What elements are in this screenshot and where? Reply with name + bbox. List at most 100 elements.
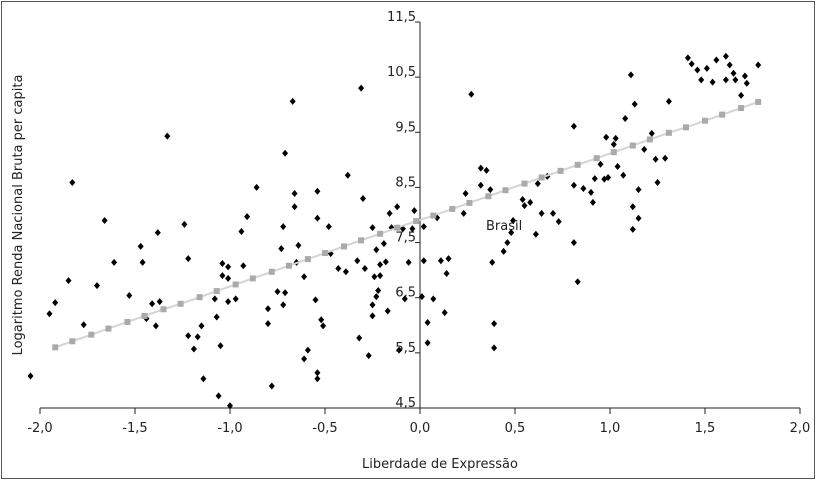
data-point bbox=[289, 97, 296, 105]
data-point bbox=[570, 239, 577, 247]
data-point bbox=[627, 71, 634, 79]
data-point bbox=[280, 301, 287, 309]
data-point bbox=[219, 272, 226, 280]
fit-point bbox=[358, 237, 365, 244]
data-point bbox=[291, 189, 298, 197]
data-point bbox=[405, 258, 412, 266]
data-point bbox=[185, 255, 192, 263]
data-point bbox=[225, 274, 232, 282]
data-point bbox=[312, 296, 319, 304]
fit-point bbox=[538, 174, 545, 181]
data-point bbox=[441, 309, 448, 317]
y-axis-label: Logaritmo Renda Nacional Bruta per capit… bbox=[11, 75, 26, 356]
data-point bbox=[382, 258, 389, 266]
data-point bbox=[635, 214, 642, 222]
data-point bbox=[629, 203, 636, 211]
data-point bbox=[291, 203, 298, 211]
data-point bbox=[411, 207, 418, 215]
data-point bbox=[227, 402, 233, 410]
data-point bbox=[365, 352, 372, 360]
data-point bbox=[418, 293, 425, 301]
fit-line bbox=[54, 101, 759, 349]
fit-point bbox=[665, 129, 672, 136]
fit-point bbox=[69, 338, 76, 345]
data-point bbox=[335, 264, 342, 272]
fit-point bbox=[196, 294, 203, 301]
data-point bbox=[325, 223, 332, 231]
data-point bbox=[139, 258, 146, 266]
data-point bbox=[722, 76, 729, 84]
data-point bbox=[126, 292, 133, 300]
x-tick-label: 1,0 bbox=[600, 421, 621, 436]
x-tick-label: 1,5 bbox=[695, 421, 716, 436]
data-point bbox=[430, 295, 437, 303]
data-point bbox=[688, 60, 695, 68]
data-point bbox=[491, 344, 498, 352]
data-point bbox=[603, 133, 610, 141]
frame bbox=[1, 1, 815, 479]
data-point bbox=[580, 185, 587, 193]
data-point bbox=[282, 149, 289, 157]
data-point bbox=[265, 305, 271, 313]
data-point bbox=[519, 196, 526, 204]
data-point bbox=[314, 187, 321, 195]
data-point bbox=[111, 258, 118, 266]
data-point bbox=[477, 164, 484, 172]
data-point bbox=[375, 287, 382, 295]
data-point bbox=[301, 355, 308, 363]
data-point bbox=[588, 188, 594, 196]
data-point bbox=[698, 76, 705, 84]
y-tick-label: 7,5 bbox=[395, 231, 416, 246]
data-point bbox=[755, 61, 762, 69]
data-point bbox=[194, 333, 201, 341]
data-point bbox=[225, 298, 232, 306]
data-point bbox=[318, 316, 325, 324]
data-point bbox=[342, 268, 349, 276]
fit-point bbox=[285, 262, 292, 269]
fit-point bbox=[413, 218, 420, 225]
data-point bbox=[181, 220, 188, 228]
data-point bbox=[219, 260, 226, 268]
data-point bbox=[709, 78, 716, 86]
data-point bbox=[713, 56, 720, 64]
data-point bbox=[591, 175, 598, 183]
data-point bbox=[278, 245, 285, 253]
fit-point bbox=[557, 167, 564, 174]
data-point bbox=[198, 322, 205, 330]
data-point bbox=[213, 313, 220, 321]
annotation: Brasil bbox=[486, 219, 522, 234]
data-point bbox=[200, 375, 207, 383]
x-tick-label: -2,0 bbox=[27, 421, 52, 436]
data-point bbox=[635, 186, 642, 194]
fit-point bbox=[646, 136, 653, 143]
data-point bbox=[101, 217, 108, 225]
fit-point bbox=[466, 199, 473, 206]
fit-point bbox=[124, 318, 131, 325]
data-point bbox=[373, 293, 380, 301]
data-point bbox=[373, 246, 380, 254]
data-point bbox=[314, 214, 321, 222]
data-point bbox=[460, 209, 467, 217]
data-point bbox=[532, 230, 539, 238]
data-point bbox=[703, 64, 710, 72]
data-point bbox=[612, 134, 619, 142]
fit-point bbox=[719, 111, 726, 118]
fit-point bbox=[683, 124, 689, 131]
fit-point bbox=[268, 268, 275, 275]
fit-point bbox=[232, 281, 239, 288]
y-tick-label: 10,5 bbox=[387, 65, 416, 80]
data-point bbox=[268, 382, 275, 390]
fit-point bbox=[610, 149, 617, 156]
fit-point bbox=[502, 187, 509, 194]
data-point bbox=[304, 346, 311, 354]
fit-point bbox=[629, 142, 636, 149]
data-point bbox=[52, 299, 59, 307]
fit-point bbox=[88, 331, 95, 338]
fit-point bbox=[702, 117, 708, 124]
data-point bbox=[217, 342, 224, 350]
data-point bbox=[225, 263, 232, 271]
data-point bbox=[244, 213, 251, 221]
data-point bbox=[550, 209, 556, 217]
data-point bbox=[94, 282, 100, 290]
x-tick-label: 2,0 bbox=[790, 421, 811, 436]
